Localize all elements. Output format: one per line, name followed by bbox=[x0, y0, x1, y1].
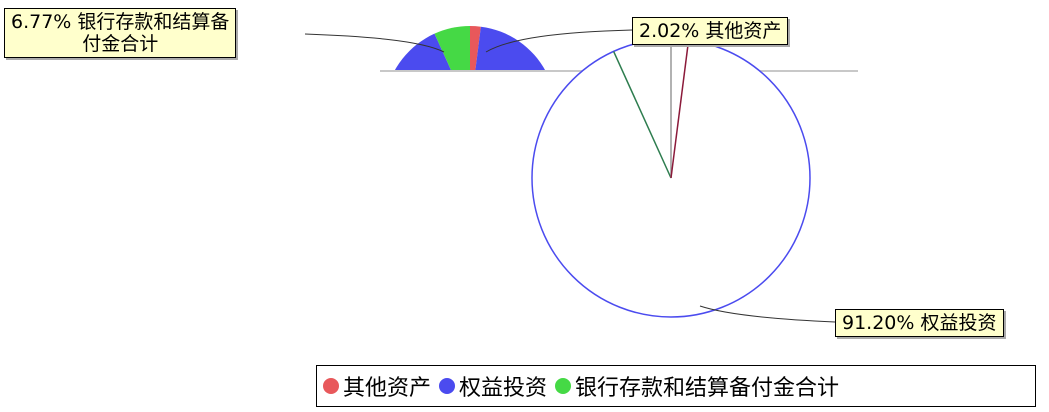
callout-blue-line1: 91.20% 权益投资 bbox=[842, 312, 997, 334]
small-pie-slice-2 bbox=[434, 26, 470, 71]
legend: 其他资产 权益投资 银行存款和结算备付金合计 bbox=[316, 365, 1036, 407]
legend-label-other: 其他资产 bbox=[343, 376, 432, 401]
callout-red: 2.02% 其他资产 bbox=[632, 17, 789, 45]
leader-line-blue bbox=[699, 305, 836, 323]
big-pie-wedge-line-2 bbox=[670, 40, 690, 179]
small-pie-slice-1 bbox=[394, 26, 546, 71]
legend-item-bank: 银行存款和结算备付金合计 bbox=[555, 370, 839, 402]
small-pie bbox=[394, 26, 546, 71]
callout-green-line2: 付金合计 bbox=[82, 33, 159, 55]
callout-green-line1: 6.77% 银行存款和结算备 bbox=[11, 11, 230, 33]
legend-dot-red bbox=[323, 378, 339, 394]
big-pie bbox=[531, 38, 811, 318]
legend-dot-green bbox=[555, 378, 572, 394]
leader-line-red bbox=[485, 29, 633, 53]
legend-dot-blue bbox=[439, 378, 456, 394]
callout-blue: 91.20% 权益投资 bbox=[835, 309, 1004, 337]
legend-label-equity: 权益投资 bbox=[459, 376, 548, 401]
callout-red-line1: 2.02% 其他资产 bbox=[639, 20, 782, 42]
legend-item-other: 其他资产 bbox=[323, 370, 431, 402]
small-pie-slice-0 bbox=[470, 26, 481, 71]
legend-item-equity: 权益投资 bbox=[439, 370, 547, 402]
callout-green: 6.77% 银行存款和结算备 付金合计 bbox=[4, 8, 237, 58]
leader-line-green bbox=[304, 33, 445, 53]
legend-label-bank: 银行存款和结算备付金合计 bbox=[575, 376, 840, 401]
big-pie-wedge-line-0 bbox=[612, 51, 672, 179]
